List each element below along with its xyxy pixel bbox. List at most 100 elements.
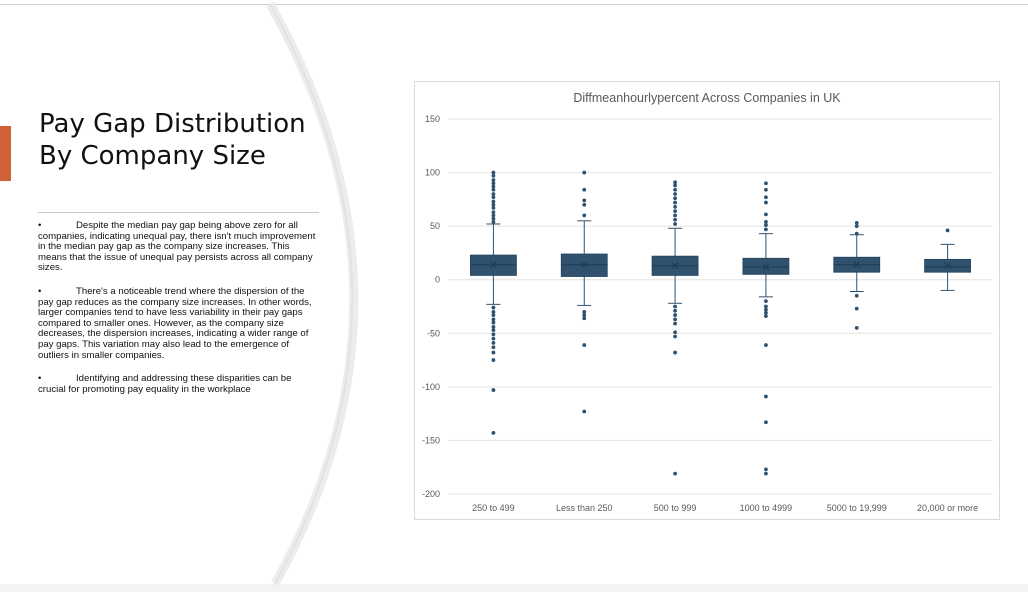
outlier-point (764, 181, 768, 186)
box-plot-chart: Diffmeanhourlypercent Across Companies i… (422, 91, 993, 513)
outlier-point (491, 328, 496, 332)
outlier-point (673, 200, 677, 205)
bullet-text: Identifying and addressing these dispari… (38, 373, 292, 395)
outlier-point (582, 187, 587, 192)
bottom-band (0, 584, 1028, 592)
slide-title: Pay Gap Distribution By Company Size (39, 109, 306, 171)
outlier-point (764, 223, 768, 227)
y-tick-label: -100 (422, 382, 440, 392)
outlier-point (673, 187, 677, 192)
outlier-point (764, 304, 768, 309)
outlier-point (764, 471, 768, 476)
bullet-marker: • (38, 285, 42, 297)
outlier-point (491, 431, 496, 435)
outlier-point (764, 307, 768, 312)
outlier-point (673, 304, 677, 309)
outlier-point (673, 180, 677, 185)
outlier-point (491, 388, 496, 392)
mean-marker (762, 263, 770, 271)
outlier-point (764, 219, 768, 224)
outlier-point (491, 341, 496, 345)
outlier-point (491, 187, 496, 192)
outlier-point (673, 471, 677, 476)
outlier-point (491, 219, 496, 224)
bullet-marker: • (38, 220, 42, 231)
x-tick-label: 250 to 499 (472, 503, 515, 513)
outlier-point (854, 326, 859, 330)
outlier-point (491, 313, 496, 317)
outlier-point (764, 299, 768, 304)
top-border-line (0, 4, 1028, 5)
outlier-point (673, 204, 677, 209)
outlier-point (491, 181, 496, 186)
chart-title: Diffmeanhourlypercent Across Companies i… (573, 91, 841, 105)
outlier-point (673, 196, 677, 201)
outlier-point (491, 210, 496, 215)
y-tick-label: -150 (422, 435, 440, 445)
outlier-point (673, 313, 677, 317)
outlier-point (764, 311, 768, 315)
outlier-point (764, 187, 768, 192)
accent-bar (0, 126, 11, 181)
mean-marker (490, 261, 497, 269)
outlier-point (491, 170, 496, 175)
bullet-item: • Identifying and addressing these dispar… (38, 373, 318, 395)
outlier-point (582, 343, 587, 347)
x-tick-label: 5000 to 19,999 (827, 503, 887, 513)
outlier-point (491, 332, 496, 337)
bullet-item: • Despite the median pay gap being above … (38, 220, 318, 274)
x-tick-label: 1000 to 4999 (740, 503, 793, 513)
outlier-point (491, 184, 496, 189)
outlier-point (491, 350, 496, 355)
outlier-point (582, 170, 587, 175)
outlier-point (491, 178, 496, 182)
title-divider (38, 212, 319, 213)
y-tick-label: -50 (427, 328, 440, 338)
outlier-point (491, 305, 496, 310)
y-tick-label: 50 (430, 221, 440, 231)
outlier-point (673, 183, 677, 188)
outlier-point (764, 314, 768, 319)
chart-frame[interactable]: Diffmeanhourlypercent Across Companies i… (414, 81, 1000, 520)
outlier-point (764, 212, 768, 217)
bullet-item: • There's a noticeable trend where the di… (38, 285, 318, 361)
bullet-marker: • (38, 373, 42, 385)
outlier-point (582, 309, 587, 314)
x-tick-label: Less than 250 (556, 503, 613, 513)
outlier-point (491, 173, 496, 178)
outlier-point (945, 228, 950, 233)
outlier-point (764, 394, 768, 399)
outlier-point (673, 217, 677, 222)
outlier-point (491, 320, 496, 325)
outlier-point (673, 209, 677, 214)
outlier-point (491, 358, 496, 362)
y-tick-label: -200 (422, 489, 440, 499)
outlier-point (673, 330, 677, 335)
outlier-point (491, 202, 496, 207)
outlier-point (491, 317, 496, 322)
outlier-point (673, 213, 677, 218)
x-tick-label: 20,000 or more (917, 503, 978, 513)
bullet-list: • Despite the median pay gap being above … (38, 220, 318, 408)
outlier-point (673, 334, 677, 339)
outlier-point (491, 345, 496, 350)
outlier-point (582, 316, 587, 321)
outlier-point (854, 221, 859, 225)
outlier-point (582, 202, 587, 207)
outlier-point (582, 409, 587, 414)
outlier-point (854, 224, 859, 229)
outlier-point (491, 206, 496, 210)
outlier-point (854, 293, 859, 298)
y-tick-label: 150 (425, 114, 440, 124)
outlier-point (491, 192, 496, 196)
outlier-point (673, 321, 677, 326)
mean-marker (944, 262, 951, 270)
bullet-text: There's a noticeable trend where the dis… (38, 285, 312, 361)
outlier-point (854, 231, 859, 236)
outlier-point (491, 309, 496, 314)
x-tick-label: 500 to 999 (654, 503, 697, 513)
outlier-point (673, 308, 677, 313)
outlier-point (582, 213, 587, 218)
outlier-point (491, 216, 496, 221)
